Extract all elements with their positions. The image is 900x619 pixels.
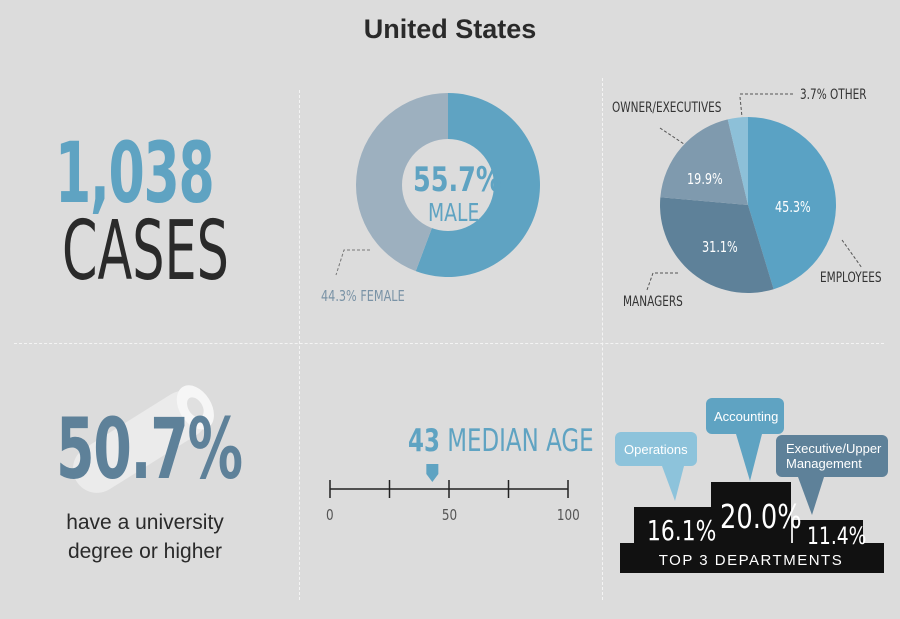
podium-step-center	[711, 482, 791, 547]
diploma-icon	[72, 385, 214, 493]
university-pct: 50.7%	[56, 400, 243, 498]
bubble-executive	[776, 435, 888, 515]
median-age-label: MEDIAN AGE	[447, 423, 594, 459]
callout-managers: MANAGERS	[623, 294, 683, 310]
pie-slice-female	[355, 93, 448, 272]
university-text-line1: have a university	[66, 511, 224, 534]
university-text: have a university degree or higher	[30, 508, 260, 566]
page-title: United States	[363, 14, 537, 44]
bubble-label-operations: Operations	[624, 442, 688, 457]
divider	[14, 343, 884, 344]
female-leader-line	[335, 249, 370, 276]
bubble-label-executive: Executive/Upper Management	[786, 441, 882, 471]
pie-slice-owner-executives	[660, 119, 748, 205]
age-axis	[329, 464, 569, 498]
bubble-label-accounting: Accounting	[714, 409, 779, 424]
bubble-accounting	[706, 398, 784, 481]
cases-label: CASES	[62, 204, 229, 299]
divider	[602, 78, 603, 600]
podium-step-right	[793, 520, 863, 547]
donut-center-label: MALE	[428, 198, 480, 227]
pie-slice-other	[727, 117, 748, 205]
age-tick-0: 0	[325, 506, 334, 524]
podium-value-accounting: 20.0%	[720, 497, 802, 536]
pie-slice-managers	[660, 197, 774, 293]
roles-pie-chart	[660, 117, 836, 293]
departments-title: TOP 3 DEPARTMENTS	[658, 552, 844, 569]
female-label: 44.3% FEMALE	[321, 287, 405, 305]
pie-slice-employees	[748, 117, 836, 290]
pie-label-owners: 19.9%	[687, 170, 723, 188]
university-text-line2: degree or higher	[67, 540, 223, 563]
podium-step-left	[634, 507, 714, 547]
pie-label-managers: 31.1%	[702, 238, 738, 256]
cases-number: 1,038	[55, 124, 215, 222]
gender-donut-chart	[355, 93, 540, 277]
median-age-value: 43	[408, 423, 440, 459]
podium-value-operations: 16.1%	[647, 514, 717, 547]
callout-employees: EMPLOYEES	[820, 270, 882, 286]
callout-owners: OWNER/EXECUTIVES	[612, 100, 722, 116]
bubble-operations	[615, 432, 697, 501]
age-tick-50: 50	[441, 506, 458, 524]
pie-label-employees: 45.3%	[775, 198, 811, 216]
divider	[299, 90, 300, 600]
donut-hole	[402, 139, 494, 231]
podium-value-executive: 11.4%	[807, 522, 867, 550]
donut-center-pct: 55.7%	[413, 160, 502, 200]
podium-base	[620, 543, 884, 573]
podium-chart	[615, 398, 888, 573]
median-age-marker	[426, 464, 439, 482]
pie-leader-lines	[646, 93, 863, 291]
callout-other: 3.7% OTHER	[800, 87, 867, 103]
age-tick-100: 100	[556, 506, 580, 524]
median-age-heading: 43 MEDIAN AGE	[408, 424, 594, 458]
